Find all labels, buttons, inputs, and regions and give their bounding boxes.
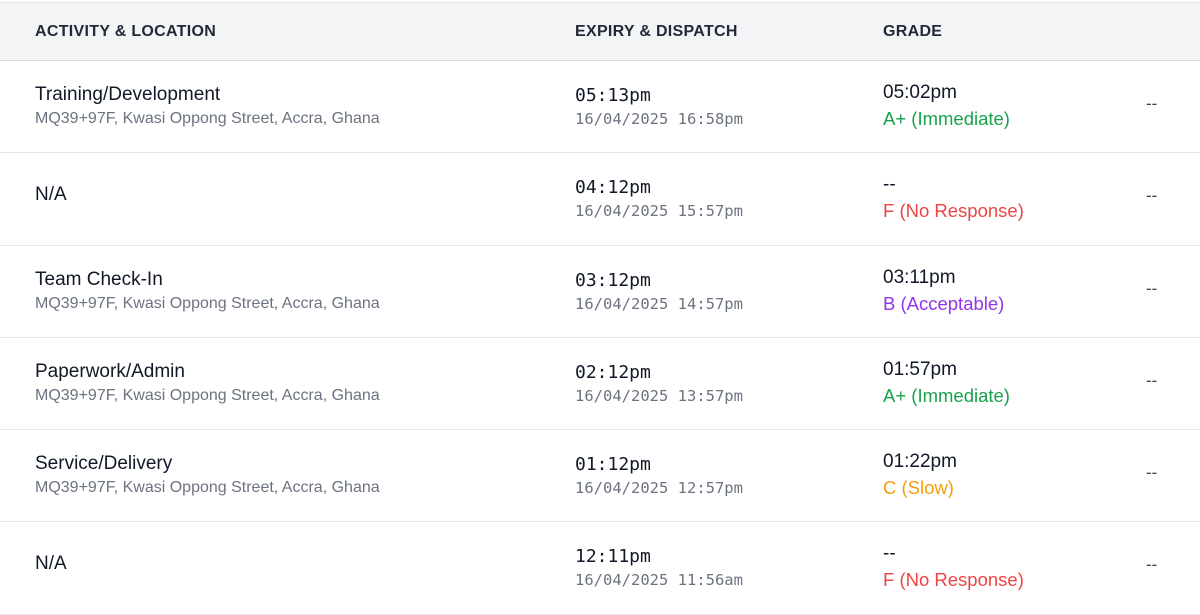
extra-cell: -- [1146,278,1158,298]
grade-badge: A+ (Immediate) [883,108,1010,129]
header-grade[interactable]: GRADE [883,23,943,40]
table-row[interactable]: N/A 12:11pm 16/04/2025 11:56am -- F (No … [0,522,1200,615]
header-expiry-dispatch[interactable]: EXPIRY & DISPATCH [575,23,738,40]
activity-name: Training/Development [35,84,221,105]
table-row[interactable]: Service/Delivery MQ39+97F, Kwasi Oppong … [0,430,1200,523]
grade-badge: C (Slow) [883,477,954,499]
grade-cell: -- F (No Response) [883,172,1024,224]
expiry-cell: 01:12pm 16/04/2025 12:57pm [575,453,743,499]
expiry-time: 12:11pm [575,546,651,568]
expiry-cell: 02:12pm 16/04/2025 13:57pm [575,361,743,407]
table-row[interactable]: Team Check-In MQ39+97F, Kwasi Oppong Str… [0,246,1200,338]
grade-badge: A+ (Immediate) [883,384,1010,406]
extra-cell: -- [1146,370,1158,390]
dispatch-datetime: 16/04/2025 11:56am [575,571,743,590]
activity-name: N/A [35,553,67,575]
activity-cell: Paperwork/Admin MQ39+97F, Kwasi Oppong S… [35,360,380,407]
grade-response-time: -- [883,543,896,565]
activity-cell: Service/Delivery MQ39+97F, Kwasi Oppong … [35,452,380,499]
activity-location: MQ39+97F, Kwasi Oppong Street, Accra, Gh… [35,479,380,497]
grade-cell: -- F (No Response) [883,541,1024,593]
activity-name: Team Check-In [35,268,163,290]
expiry-time: 04:12pm [575,177,651,199]
grade-cell: 05:02pm A+ (Immediate) [883,80,1010,132]
activity-cell: Team Check-In MQ39+97F, Kwasi Oppong Str… [35,268,380,315]
expiry-cell: 12:11pm 16/04/2025 11:56am [575,545,743,591]
activity-cell: N/A [35,180,67,210]
table-header: ACTIVITY & LOCATION EXPIRY & DISPATCH GR… [0,3,1200,61]
activity-location: MQ39+97F, Kwasi Oppong Street, Accra, Gh… [35,386,380,404]
dispatch-datetime: 16/04/2025 12:57pm [575,479,743,498]
activity-location: MQ39+97F, Kwasi Oppong Street, Accra, Gh… [35,294,380,312]
grade-response-time: -- [883,174,896,196]
expiry-time: 01:12pm [575,454,651,476]
extra-cell: -- [1146,94,1158,113]
extra-cell: -- [1146,186,1158,206]
grade-cell: 01:57pm A+ (Immediate) [883,357,1010,409]
grade-cell: 03:11pm B (Acceptable) [883,265,1004,317]
table-row[interactable]: Training/Development MQ39+97F, Kwasi Opp… [0,61,1200,154]
dispatch-datetime: 16/04/2025 16:58pm [575,110,743,128]
grade-cell: 01:22pm C (Slow) [883,449,957,501]
expiry-time: 05:13pm [575,85,651,106]
extra-cell: -- [1146,463,1158,483]
activity-name: N/A [35,184,67,206]
extra-cell: -- [1146,555,1158,575]
grade-badge: F (No Response) [883,569,1024,591]
grade-response-time: 01:57pm [883,358,957,380]
expiry-cell: 03:12pm 16/04/2025 14:57pm [575,269,743,315]
table-body: Training/Development MQ39+97F, Kwasi Opp… [0,61,1200,615]
dispatch-datetime: 16/04/2025 13:57pm [575,386,743,405]
expiry-cell: 04:12pm 16/04/2025 15:57pm [575,176,743,222]
grade-response-time: 03:11pm [883,266,956,288]
grade-response-time: 05:02pm [883,82,957,103]
table-row[interactable]: N/A 04:12pm 16/04/2025 15:57pm -- F (No … [0,153,1200,246]
dispatch-datetime: 16/04/2025 15:57pm [575,202,743,221]
grade-badge: B (Acceptable) [883,292,1005,314]
grade-badge: F (No Response) [883,200,1024,222]
activity-name: Paperwork/Admin [35,360,185,382]
activity-cell: Training/Development MQ39+97F, Kwasi Opp… [35,83,380,130]
expiry-time: 03:12pm [575,269,651,291]
header-activity-location[interactable]: ACTIVITY & LOCATION [35,23,217,40]
activity-cell: N/A [35,549,67,579]
activity-name: Service/Delivery [35,453,173,475]
dispatch-datetime: 16/04/2025 14:57pm [575,294,743,313]
activity-location: MQ39+97F, Kwasi Oppong Street, Accra, Gh… [35,110,380,127]
expiry-cell: 05:13pm 16/04/2025 16:58pm [575,84,743,130]
table-row[interactable]: Paperwork/Admin MQ39+97F, Kwasi Oppong S… [0,338,1200,431]
expiry-time: 02:12pm [575,361,651,383]
grade-response-time: 01:22pm [883,451,957,473]
